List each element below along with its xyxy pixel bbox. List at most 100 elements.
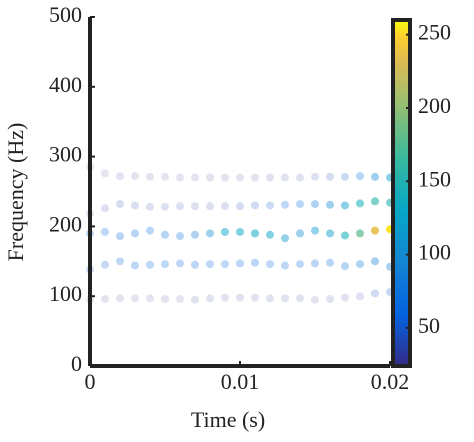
point <box>296 260 304 269</box>
point <box>281 261 289 270</box>
point <box>326 172 334 181</box>
point <box>116 232 124 241</box>
point <box>191 173 199 182</box>
point <box>131 294 139 303</box>
point <box>161 202 169 211</box>
point <box>296 294 304 303</box>
point <box>251 173 259 182</box>
point <box>206 260 214 269</box>
point <box>311 172 319 181</box>
x-tick-label: 0 <box>85 369 96 394</box>
point <box>236 202 244 211</box>
point <box>296 173 304 182</box>
point <box>221 173 229 182</box>
point <box>251 293 259 302</box>
colorbar <box>391 18 412 368</box>
point <box>116 294 124 303</box>
point <box>281 200 289 209</box>
colorbar-tick-label: 150 <box>418 166 451 191</box>
x-tick-label: 0.02 <box>371 369 410 394</box>
point <box>356 172 364 181</box>
point <box>371 172 379 181</box>
y-tick-label: 100 <box>49 281 82 306</box>
point <box>176 202 184 211</box>
point <box>191 295 199 304</box>
point <box>356 260 364 269</box>
point <box>221 260 229 269</box>
point <box>341 293 349 302</box>
point <box>101 227 109 236</box>
point <box>131 229 139 238</box>
point <box>341 231 349 240</box>
point <box>251 229 259 238</box>
y-tick-label: 300 <box>49 142 82 167</box>
point <box>281 234 289 243</box>
point <box>326 294 334 303</box>
point <box>326 200 334 209</box>
colorbar-tick-label: 100 <box>418 240 451 265</box>
point <box>371 289 379 298</box>
point <box>101 204 109 213</box>
point <box>311 295 319 304</box>
point <box>161 172 169 181</box>
point <box>296 229 304 238</box>
colorbar-tick-label: 250 <box>418 20 451 45</box>
point <box>206 202 214 211</box>
point <box>221 202 229 211</box>
point <box>161 260 169 269</box>
y-tick-label: 400 <box>49 72 82 97</box>
point <box>281 173 289 182</box>
point <box>296 200 304 209</box>
point <box>146 172 154 181</box>
colorbar-tick-label: 50 <box>418 313 440 338</box>
point <box>266 260 274 269</box>
point <box>236 227 244 236</box>
point <box>176 173 184 182</box>
y-axis-label: Frequency (Hz) <box>3 123 28 262</box>
point <box>356 199 364 208</box>
point <box>251 201 259 210</box>
point <box>311 200 319 209</box>
y-tick-label: 500 <box>49 2 82 27</box>
x-axis-label: Time (s) <box>191 407 265 432</box>
point <box>131 261 139 270</box>
point <box>371 257 379 266</box>
point <box>116 172 124 181</box>
point <box>191 202 199 211</box>
point <box>356 229 364 238</box>
point <box>341 172 349 181</box>
y-tick-label: 0 <box>71 351 82 376</box>
point <box>176 294 184 303</box>
point <box>341 262 349 271</box>
point <box>161 294 169 303</box>
point <box>101 169 109 178</box>
point <box>236 259 244 268</box>
point <box>266 230 274 239</box>
point <box>191 260 199 269</box>
point <box>266 201 274 210</box>
point <box>236 293 244 302</box>
colorbar-tick-label: 200 <box>418 93 451 118</box>
point <box>311 226 319 235</box>
point <box>131 172 139 181</box>
point <box>176 232 184 241</box>
point <box>206 294 214 303</box>
point <box>311 259 319 268</box>
point <box>326 258 334 267</box>
point <box>221 227 229 236</box>
point <box>176 259 184 268</box>
point <box>341 201 349 210</box>
point <box>221 293 229 302</box>
point <box>131 201 139 210</box>
point <box>236 173 244 182</box>
point <box>146 294 154 303</box>
point <box>251 258 259 267</box>
y-tick-label: 200 <box>49 211 82 236</box>
point <box>101 260 109 269</box>
point <box>101 294 109 303</box>
point <box>116 200 124 209</box>
point <box>116 257 124 266</box>
point <box>371 197 379 206</box>
point <box>206 229 214 238</box>
